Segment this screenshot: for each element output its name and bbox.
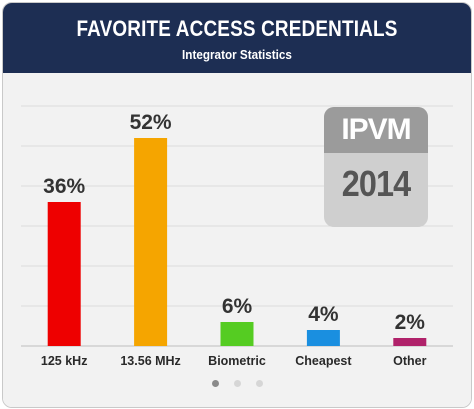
bar-2 xyxy=(220,322,254,346)
pagination-dot-0[interactable] xyxy=(211,380,219,387)
pagination-dots xyxy=(3,380,471,392)
category-label-4: Other xyxy=(393,354,426,368)
value-label-2: 6% xyxy=(222,295,253,318)
bar-0 xyxy=(47,202,81,346)
pagination-dot-2[interactable] xyxy=(255,380,263,387)
ipvm-logo: IPVM xyxy=(324,107,428,153)
badge-year: 2014 xyxy=(341,163,411,204)
value-labels: 36% 52% 6% 4% 2% xyxy=(43,111,425,334)
pagination-dot-1[interactable] xyxy=(233,380,241,387)
chart-subtitle: Integrator Statistics xyxy=(182,47,292,62)
chart-title: FAVORITE ACCESS CREDENTIALS xyxy=(76,16,398,41)
value-label-3: 4% xyxy=(308,303,339,326)
value-label-4: 2% xyxy=(395,311,426,334)
category-label-1: 13.56 MHz xyxy=(120,354,180,368)
bar-1 xyxy=(134,138,168,346)
bar-3 xyxy=(306,330,340,346)
bar-4 xyxy=(393,338,427,346)
chart-header: FAVORITE ACCESS CREDENTIALS Integrator S… xyxy=(3,3,471,73)
bars xyxy=(47,138,427,346)
value-label-0: 36% xyxy=(43,175,85,198)
category-label-0: 125 kHz xyxy=(41,354,88,368)
ipvm-2014-badge: IPVM 2014 xyxy=(324,107,428,227)
category-label-3: Cheapest xyxy=(295,354,352,368)
value-label-1: 52% xyxy=(130,111,172,134)
category-labels: 125 kHz 13.56 MHz Biometric Cheapest Other xyxy=(41,354,427,368)
bar-chart: 36% 52% 6% 4% 2% 125 kHz 13.56 MHz Biometric Ch… xyxy=(21,105,453,368)
category-label-2: Biometric xyxy=(208,354,266,368)
